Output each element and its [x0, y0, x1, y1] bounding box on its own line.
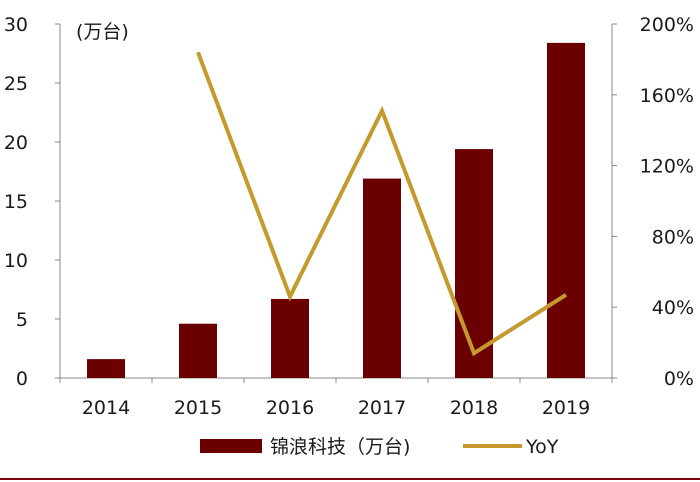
- bar-2014: [87, 359, 125, 378]
- right-tick-label: 0%: [664, 368, 694, 390]
- left-tick-label: 5: [16, 309, 28, 331]
- left-y-axis: 0 5 10 15 20 25 30: [4, 14, 61, 390]
- legend: 锦浪科技（万台) YoY: [200, 436, 559, 458]
- bottom-rule: [0, 478, 700, 480]
- right-tick-label: 160%: [640, 85, 694, 107]
- right-tick-label: 80%: [652, 226, 694, 248]
- bar-2015: [179, 323, 217, 378]
- left-tick-label: 10: [4, 250, 28, 272]
- x-tick-label: 2014: [82, 397, 130, 419]
- left-tick-label: 30: [4, 14, 28, 36]
- x-tick-label: 2016: [266, 397, 314, 419]
- x-tick-label: 2018: [450, 397, 498, 419]
- right-y-axis: 0% 40% 80% 120% 160% 200%: [611, 14, 694, 390]
- left-tick-label: 0: [16, 368, 28, 390]
- right-tick-label: 120%: [640, 156, 694, 178]
- x-tick-label: 2017: [358, 397, 406, 419]
- bar-2016: [271, 298, 309, 378]
- bar-2019: [547, 42, 585, 378]
- x-axis: 2014 2015 2016 2017 2018 2019: [59, 377, 613, 419]
- yoy-line-series: [196, 51, 568, 357]
- right-tick-label: 200%: [640, 14, 694, 36]
- left-axis-unit-label: (万台): [76, 21, 129, 43]
- bar-series: [87, 42, 585, 378]
- x-tick-label: 2019: [542, 397, 590, 419]
- right-tick-label: 40%: [652, 297, 694, 319]
- x-tick-label: 2015: [174, 397, 222, 419]
- legend-line-label: YoY: [525, 436, 559, 458]
- legend-bar-swatch: [200, 439, 262, 453]
- left-tick-label: 15: [4, 191, 28, 213]
- left-tick-label: 25: [4, 73, 28, 95]
- legend-bar-label: 锦浪科技（万台): [270, 436, 410, 458]
- bar-2018: [455, 149, 493, 378]
- left-tick-label: 20: [4, 132, 28, 154]
- bar-2017: [363, 178, 401, 378]
